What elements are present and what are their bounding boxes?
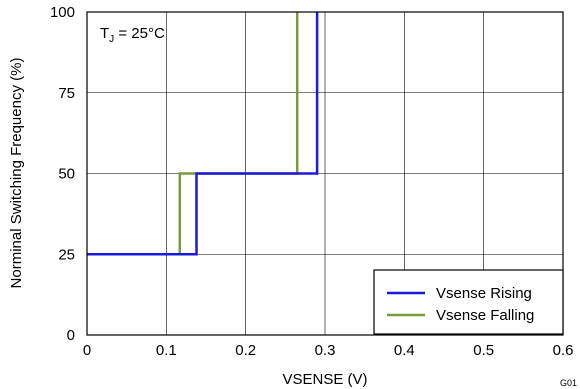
annotation-rest: = 25°C — [114, 25, 165, 42]
annotation-subscript: J — [109, 34, 114, 45]
legend-label-falling: Vsense Falling — [436, 307, 534, 324]
x-tick-label: 0.3 — [315, 342, 336, 359]
x-tick-label: 0.4 — [394, 342, 415, 359]
y-tick-label: 50 — [58, 166, 75, 183]
series-lines — [87, 12, 319, 256]
y-tick-label: 75 — [58, 85, 75, 102]
x-axis-label: VSENSE (V) — [282, 371, 367, 388]
x-tick-label: 0.5 — [473, 342, 494, 359]
temperature-annotation: TJ = 25°C — [100, 25, 165, 45]
legend: Vsense Rising Vsense Falling — [373, 269, 564, 335]
legend-box — [373, 269, 564, 335]
y-axis-ticks: 0 25 50 75 100 — [50, 4, 75, 344]
x-tick-label: 0 — [83, 342, 91, 359]
x-axis-ticks: 0 0.1 0.2 0.3 0.4 0.5 0.6 — [83, 342, 574, 359]
annotation-base: T — [100, 25, 109, 42]
x-tick-label: 0.6 — [553, 342, 574, 359]
y-tick-label: 0 — [67, 327, 75, 344]
x-tick-label: 0.1 — [156, 342, 177, 359]
plot-frame — [86, 11, 564, 336]
x-tick-label: 0.2 — [235, 342, 256, 359]
legend-label-rising: Vsense Rising — [436, 285, 532, 302]
figure-id: G01 — [560, 378, 577, 388]
series-line-vsense-falling — [87, 12, 299, 256]
y-tick-label: 25 — [58, 246, 75, 263]
svg-text:TJ = 25°C: TJ = 25°C — [100, 25, 165, 45]
y-tick-label: 100 — [50, 4, 75, 21]
series-line-vsense-rising — [87, 12, 319, 256]
y-axis-label: Norminal Switching Frequency (%) — [8, 58, 25, 289]
